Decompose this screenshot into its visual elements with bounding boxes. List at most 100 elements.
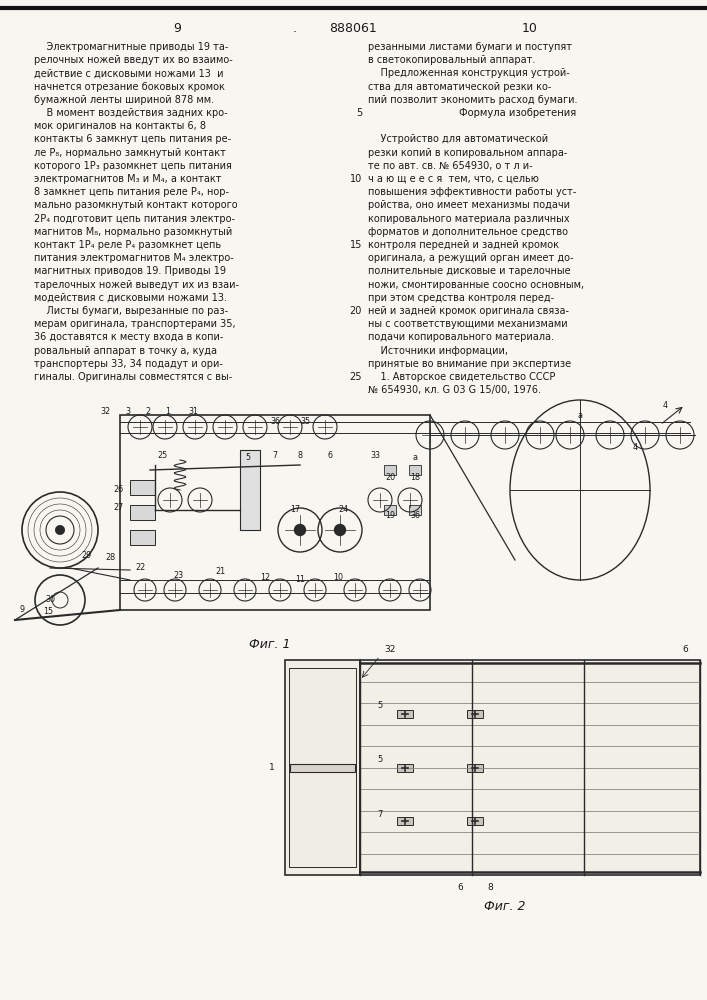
Text: 25: 25 [157,450,167,460]
Text: тарелочных ножей выведут их из взаи-: тарелочных ножей выведут их из взаи- [34,280,239,290]
Text: 6: 6 [327,450,332,460]
Text: 35: 35 [300,418,310,426]
Bar [467,710,483,718]
Bar [384,505,396,515]
Text: ровальный аппарат в точку а, куда: ровальный аппарат в точку а, куда [34,346,217,356]
Text: Предложенная конструкция устрой-: Предложенная конструкция устрой- [368,68,570,78]
Text: 10: 10 [522,22,538,35]
Text: ле P₈, нормально замкнутый контакт: ле P₈, нормально замкнутый контакт [34,148,226,158]
Text: 7: 7 [378,810,382,819]
Text: питания электромагнитов М₄ электро-: питания электромагнитов М₄ электро- [34,253,234,263]
Text: ней и задней кромок оригинала связа-: ней и задней кромок оригинала связа- [368,306,569,316]
Text: копировального материала различных: копировального материала различных [368,214,570,224]
Text: 18: 18 [410,474,420,483]
Bar [290,764,355,772]
Text: мок оригиналов на контакты 6, 8: мок оригиналов на контакты 6, 8 [34,121,206,131]
Bar [130,480,155,495]
Text: 7: 7 [272,450,278,460]
Text: действие с дисковыми ножами 13  и: действие с дисковыми ножами 13 и [34,68,223,78]
Text: начнется отрезание боковых кромок: начнется отрезание боковых кромок [34,82,225,92]
Text: 24: 24 [338,506,348,514]
Text: 4: 4 [662,400,667,410]
Text: модействия с дисковыми ножами 13.: модействия с дисковыми ножами 13. [34,293,227,303]
Text: Устройство для автоматической: Устройство для автоматической [368,134,548,144]
Text: которого 1P₃ разомкнет цепь питания: которого 1P₃ разомкнет цепь питания [34,161,232,171]
Text: принятые во внимание при экспертизе: принятые во внимание при экспертизе [368,359,571,369]
Text: 30: 30 [45,595,55,604]
Bar [397,817,413,825]
Text: 6: 6 [682,645,688,654]
Text: 31: 31 [188,408,198,416]
Text: 25: 25 [349,372,362,382]
Text: 32: 32 [100,408,110,416]
Text: 3: 3 [126,408,131,416]
Text: 2: 2 [146,408,151,416]
Text: Формула изобретения: Формула изобретения [460,108,577,118]
Text: контроля передней и задней кромок: контроля передней и задней кромок [368,240,559,250]
Text: 8 замкнет цепь питания реле P₄, нор-: 8 замкнет цепь питания реле P₄, нор- [34,187,229,197]
Text: магнитных приводов 19. Приводы 19: магнитных приводов 19. Приводы 19 [34,266,226,276]
Bar [285,660,360,875]
Text: 33: 33 [370,450,380,460]
Text: 5: 5 [378,701,382,710]
Circle shape [295,524,305,536]
Text: 12: 12 [260,574,270,582]
Text: форматов и дополнительное средство: форматов и дополнительное средство [368,227,568,237]
Text: 888061: 888061 [329,22,377,35]
Text: магнитов М₈, нормально разомкнутый: магнитов М₈, нормально разомкнутый [34,227,233,237]
Bar [240,450,260,530]
Text: ства для автоматической резки ко-: ства для автоматической резки ко- [368,82,551,92]
Text: 26: 26 [113,486,123,494]
Text: мерам оригинала, транспортерами 35,: мерам оригинала, транспортерами 35, [34,319,235,329]
Text: 1: 1 [269,763,275,772]
Text: 9: 9 [173,22,181,35]
Text: ны с соответствующими механизмами: ны с соответствующими механизмами [368,319,568,329]
Text: 5: 5 [356,108,362,118]
Text: 5: 5 [245,452,250,462]
Text: релочных ножей введут их во взаимо-: релочных ножей введут их во взаимо- [34,55,233,65]
Text: В момент воздействия задних кро-: В момент воздействия задних кро- [34,108,228,118]
Text: 15: 15 [350,240,362,250]
Text: 8: 8 [298,450,303,460]
Circle shape [334,524,346,536]
Text: Фиг. 1: Фиг. 1 [250,638,291,651]
Text: 23: 23 [173,570,183,580]
Text: резки копий в копировальном аппара-: резки копий в копировальном аппара- [368,148,568,158]
Text: 20: 20 [350,306,362,316]
Text: a: a [412,454,418,462]
Text: оригинала, а режущий орган имеет до-: оригинала, а режущий орган имеет до- [368,253,573,263]
Text: 2P₄ подготовит цепь питания электро-: 2P₄ подготовит цепь питания электро- [34,214,235,224]
Text: контакт 1P₄ реле P₄ разомкнет цепь: контакт 1P₄ реле P₄ разомкнет цепь [34,240,221,250]
Bar [130,505,155,520]
Text: 36: 36 [270,418,280,426]
Text: 36 доставятся к месту входа в копи-: 36 доставятся к месту входа в копи- [34,332,223,342]
Text: Электромагнитные приводы 19 та-: Электромагнитные приводы 19 та- [34,42,228,52]
Bar [289,668,356,867]
Text: 32: 32 [385,645,396,654]
Text: 27: 27 [113,504,123,512]
Text: .: . [293,22,297,35]
Text: гиналы. Оригиналы совместятся с вы-: гиналы. Оригиналы совместятся с вы- [34,372,233,382]
Text: ч а ю щ е е с я  тем, что, с целью: ч а ю щ е е с я тем, что, с целью [368,174,539,184]
Text: транспортеры 33, 34 подадут и ори-: транспортеры 33, 34 подадут и ори- [34,359,223,369]
Text: a: a [578,410,583,420]
Text: 8: 8 [487,883,493,892]
Bar [384,465,396,475]
Text: в светокопировальный аппарат.: в светокопировальный аппарат. [368,55,535,65]
Text: 21: 21 [215,568,225,576]
Text: 10: 10 [350,174,362,184]
Text: 22: 22 [135,564,145,572]
Text: 5: 5 [378,754,382,764]
Text: 29: 29 [82,552,92,560]
Bar [467,764,483,772]
Text: 6: 6 [457,883,463,892]
Text: № 654930, кл. G 03 G 15/00, 1976.: № 654930, кл. G 03 G 15/00, 1976. [368,385,541,395]
Text: полнительные дисковые и тарелочные: полнительные дисковые и тарелочные [368,266,571,276]
Bar [467,817,483,825]
Text: 1. Авторское свидетельство СССР: 1. Авторское свидетельство СССР [368,372,556,382]
Text: подачи копировального материала.: подачи копировального материала. [368,332,554,342]
Text: контакты 6 замкнут цепь питания ре-: контакты 6 замкнут цепь питания ре- [34,134,231,144]
Text: ройства, оно имеет механизмы подачи: ройства, оно имеет механизмы подачи [368,200,570,210]
Text: мально разомкнутый контакт которого: мально разомкнутый контакт которого [34,200,238,210]
Text: 20: 20 [385,474,395,483]
